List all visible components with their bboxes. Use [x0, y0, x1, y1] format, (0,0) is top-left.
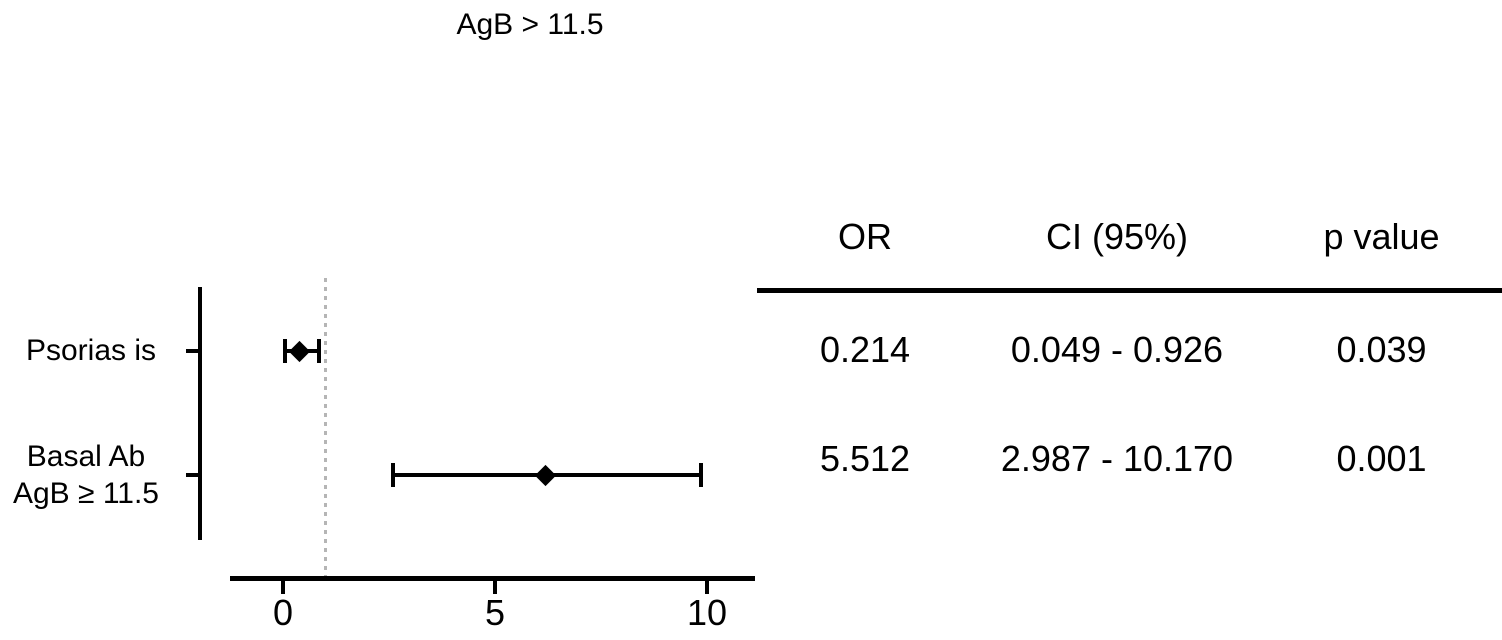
y-axis-tick-row-2 — [186, 473, 200, 477]
table-row: 0.214 0.049 - 0.926 0.039 — [757, 329, 1502, 371]
table-header-rule — [757, 288, 1502, 293]
table-cell-ci: 0.049 - 0.926 — [1010, 329, 1224, 370]
y-axis-line — [198, 287, 202, 540]
table-cell-ci: 2.987 - 10.170 — [1000, 438, 1234, 479]
x-axis-tick-label-10: 10 — [686, 592, 728, 633]
x-axis-line — [230, 576, 755, 581]
x-axis-tick-label-5: 5 — [484, 592, 506, 633]
ci-upper-cap — [317, 339, 322, 363]
x-axis-tick-10 — [705, 581, 709, 594]
x-axis-tick-5 — [493, 581, 497, 594]
row-label-psoriasis-text: Psorias is — [25, 334, 157, 367]
table-cell-p-value: 0.001 — [1336, 438, 1427, 479]
y-axis-tick-row-1 — [186, 349, 200, 353]
table-cell-p-value: 0.039 — [1336, 329, 1427, 370]
table-cell-or: 0.214 — [819, 329, 911, 370]
ci-upper-cap — [698, 463, 703, 487]
or-point-diamond — [288, 340, 310, 362]
x-axis-tick-0 — [281, 581, 285, 594]
table-header-ci: CI (95%) — [1045, 216, 1189, 257]
x-axis-tick-label-0: 0 — [272, 592, 294, 633]
table-header-or: OR — [838, 216, 892, 257]
reference-line-or-1 — [323, 278, 327, 578]
table-row: 5.512 2.987 - 10.170 0.001 — [757, 438, 1502, 480]
table-cell-or: 5.512 — [819, 438, 911, 479]
chart-title: AgB > 11.5 — [456, 8, 604, 41]
row-label-basal-line-2: AgB ≥ 11.5 — [12, 477, 159, 510]
table-header-p-value: p value — [1323, 216, 1440, 257]
row-label-psoriasis: Psorias is — [0, 333, 182, 369]
table-header-row: OR CI (95%) p value — [757, 216, 1502, 258]
or-point-diamond — [535, 464, 557, 486]
row-label-basal-line-1: Basal Ab — [26, 440, 146, 473]
row-label-basal-agb: Basal Ab AgB ≥ 11.5 — [0, 438, 172, 512]
